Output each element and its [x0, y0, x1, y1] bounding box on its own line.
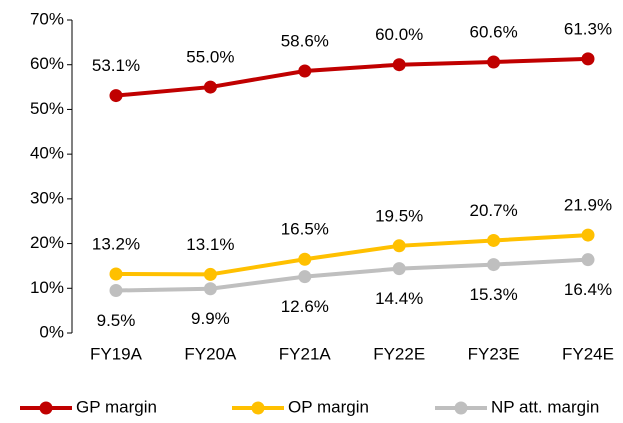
point	[392, 262, 406, 276]
point	[581, 52, 595, 66]
point	[109, 267, 123, 281]
point	[109, 284, 123, 298]
y-tick-label: 50%	[30, 99, 64, 118]
data-label: 13.2%	[92, 234, 140, 253]
data-label: 14.4%	[375, 289, 423, 308]
point	[392, 239, 406, 253]
point	[298, 64, 312, 78]
point	[298, 270, 312, 284]
series-line	[115, 233, 589, 277]
data-label: 15.3%	[469, 285, 517, 304]
y-tick-label: 70%	[30, 9, 64, 28]
legend-label: NP att. margin	[491, 397, 599, 416]
point	[487, 55, 501, 69]
series-line	[115, 56, 589, 98]
point	[109, 89, 123, 103]
data-label: 9.9%	[191, 309, 230, 328]
data-label: 58.6%	[281, 31, 329, 50]
y-tick-label: 30%	[30, 188, 64, 207]
point	[392, 58, 406, 72]
data-label: 55.0%	[186, 48, 234, 67]
x-tick-label: FY21A	[279, 344, 332, 363]
data-label: 16.5%	[281, 220, 329, 239]
y-tick-label: 40%	[30, 144, 64, 163]
legend-marker	[39, 401, 53, 415]
x-tick-label: FY19A	[90, 344, 143, 363]
data-label: 13.1%	[186, 235, 234, 254]
point	[487, 258, 501, 272]
y-tick-label: 10%	[30, 278, 64, 297]
legend-label: GP margin	[76, 397, 157, 416]
legend-marker	[454, 401, 468, 415]
point	[203, 80, 217, 94]
point	[203, 282, 217, 296]
point	[487, 233, 501, 247]
data-label: 12.6%	[281, 297, 329, 316]
x-tick-label: FY24E	[562, 344, 614, 363]
y-tick-label: 60%	[30, 54, 64, 73]
legend-marker	[251, 401, 265, 415]
point	[203, 267, 217, 281]
data-label: 60.6%	[469, 23, 517, 42]
data-label: 60.0%	[375, 25, 423, 44]
series-line	[115, 257, 589, 293]
point	[581, 253, 595, 267]
y-tick-label: 20%	[30, 233, 64, 252]
data-label: 53.1%	[92, 56, 140, 75]
data-label: 9.5%	[97, 311, 136, 330]
legend-label: OP margin	[288, 397, 369, 416]
y-tick-label: 0%	[39, 322, 64, 341]
data-label: 21.9%	[564, 196, 612, 215]
data-label: 20.7%	[469, 201, 517, 220]
data-label: 19.5%	[375, 206, 423, 225]
x-tick-label: FY20A	[184, 344, 237, 363]
x-tick-label: FY23E	[468, 344, 520, 363]
point	[581, 228, 595, 242]
data-label: 61.3%	[564, 19, 612, 38]
data-label: 16.4%	[564, 280, 612, 299]
point	[298, 252, 312, 266]
x-tick-label: FY22E	[373, 344, 425, 363]
